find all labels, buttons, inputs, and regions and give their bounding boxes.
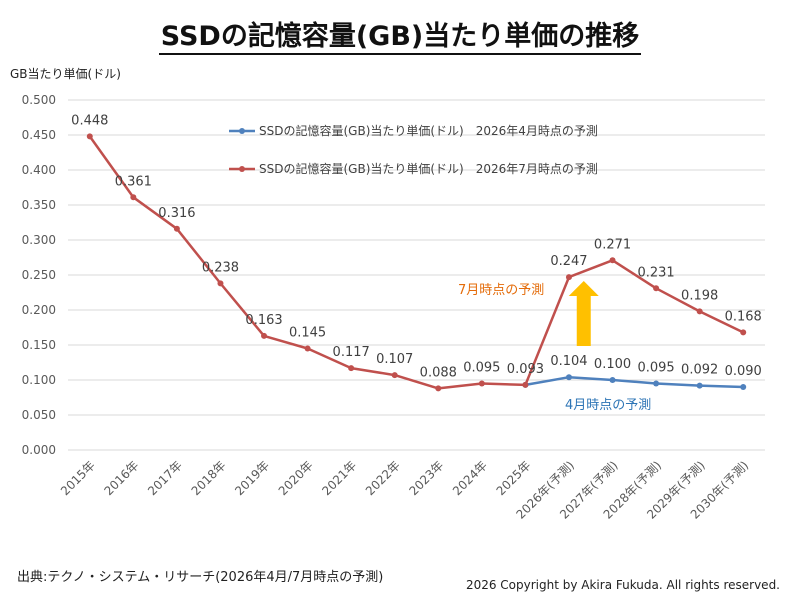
data-point — [261, 332, 268, 339]
data-point — [173, 225, 180, 232]
data-point — [478, 380, 485, 387]
data-point — [696, 382, 703, 389]
data-point — [391, 372, 398, 379]
data-point — [217, 280, 224, 287]
y-tick-label: 0.000 — [22, 443, 56, 457]
source-note: 出典:テクノ・システム・リサーチ(2026年4月/7月時点の予測) — [17, 570, 384, 585]
data-point — [522, 381, 529, 388]
up-arrow-icon — [568, 281, 599, 346]
data-label: 0.198 — [681, 288, 718, 303]
data-point — [86, 133, 93, 140]
y-tick-label: 0.250 — [22, 268, 56, 282]
data-point — [609, 257, 616, 264]
data-point — [304, 345, 311, 352]
gridlines — [68, 99, 765, 451]
y-tick-label: 0.300 — [22, 233, 56, 247]
series-line — [525, 375, 744, 389]
legend-entry: SSDの記憶容量(GB)当たり単価(ドル) 2026年4月時点の予測 — [259, 123, 598, 138]
data-point — [348, 365, 355, 372]
data-point — [740, 384, 747, 390]
data-point — [740, 329, 747, 336]
data-label: 0.093 — [507, 362, 544, 377]
chart-title: SSDの記憶容量(GB)当たり単価の推移 — [0, 14, 800, 55]
y-tick-label: 0.150 — [22, 338, 56, 352]
data-label: 0.448 — [71, 113, 108, 128]
data-label: 0.145 — [289, 326, 326, 341]
legend-marker — [239, 128, 245, 134]
data-point — [435, 385, 442, 392]
y-tick-label: 0.200 — [22, 303, 56, 317]
legend-entry: SSDの記憶容量(GB)当たり単価(ドル) 2026年7月時点の予測 — [259, 161, 598, 176]
annotations: 7月時点の予測 4月時点の予測 — [458, 283, 651, 413]
data-label: 0.271 — [594, 237, 631, 252]
x-tick-label: 2016年 — [101, 458, 141, 498]
data-label: 0.088 — [420, 365, 457, 380]
april-forecast-annotation: 4月時点の予測 — [565, 398, 651, 413]
x-tick-label: 2020年 — [276, 458, 316, 498]
data-point — [653, 285, 660, 292]
data-point — [130, 194, 137, 201]
data-label: 0.107 — [376, 352, 413, 367]
y-tick-label: 0.400 — [22, 163, 56, 177]
data-labels: 0.104 0.100 0.095 0.092 0.090 0.448 0.361 0.316… — [71, 113, 762, 380]
x-tick-label: 2022年 — [363, 458, 403, 498]
x-tick-label: 2023年 — [406, 458, 446, 498]
data-point — [565, 274, 572, 281]
y-tick-label: 0.350 — [22, 198, 56, 212]
data-label: 0.361 — [115, 174, 152, 189]
data-label: 0.095 — [637, 361, 674, 376]
data-point — [653, 380, 660, 387]
data-label: 0.231 — [637, 265, 674, 280]
series-lines — [86, 133, 747, 392]
data-label: 0.100 — [594, 357, 631, 372]
data-label: 0.247 — [550, 254, 587, 269]
data-point — [696, 308, 703, 315]
data-label: 0.092 — [681, 363, 718, 378]
y-tick-label: 0.100 — [22, 373, 56, 387]
data-label: 0.163 — [245, 313, 282, 328]
y-tick-label: 0.450 — [22, 128, 56, 142]
y-tick-label: 0.500 — [22, 93, 56, 107]
data-label: 0.117 — [333, 345, 370, 360]
y-tick-label: 0.050 — [22, 408, 56, 422]
data-label: 0.104 — [550, 354, 587, 369]
data-label: 0.090 — [725, 364, 762, 379]
x-tick-label: 2018年 — [189, 458, 229, 498]
data-point — [609, 377, 616, 383]
x-tick-label: 2015年 — [58, 458, 98, 498]
legend-marker — [239, 166, 245, 172]
x-tick-label: 2021年 — [319, 458, 359, 498]
x-tick-label: 2017年 — [145, 458, 185, 498]
july-forecast-annotation: 7月時点の予測 — [458, 283, 544, 298]
y-axis-label: GB当たり単価(ドル) — [10, 67, 121, 81]
x-tick-label: 2025年 — [494, 458, 534, 498]
y-tick-labels: 0.000 0.050 0.100 0.150 0.200 0.250 0.300 0.350… — [22, 93, 56, 457]
data-label: 0.095 — [463, 361, 500, 376]
increase-arrow — [568, 281, 599, 346]
x-tick-labels: 2015年 2016年 2017年 2018年 2019年 2020年 2021年 2022年… — [58, 458, 751, 522]
series-line — [88, 135, 744, 390]
data-label: 0.168 — [725, 309, 762, 324]
data-label: 0.238 — [202, 260, 239, 275]
x-tick-label: 2024年 — [450, 458, 490, 498]
legend: SSDの記憶容量(GB)当たり単価(ドル) 2026年4月時点の予測 SSDの記憶… — [229, 123, 598, 176]
x-tick-label: 2019年 — [232, 458, 272, 498]
copyright-note: 2026 Copyright by Akira Fukuda. All righ… — [465, 578, 780, 592]
data-label: 0.316 — [158, 206, 195, 221]
data-point — [565, 374, 572, 381]
